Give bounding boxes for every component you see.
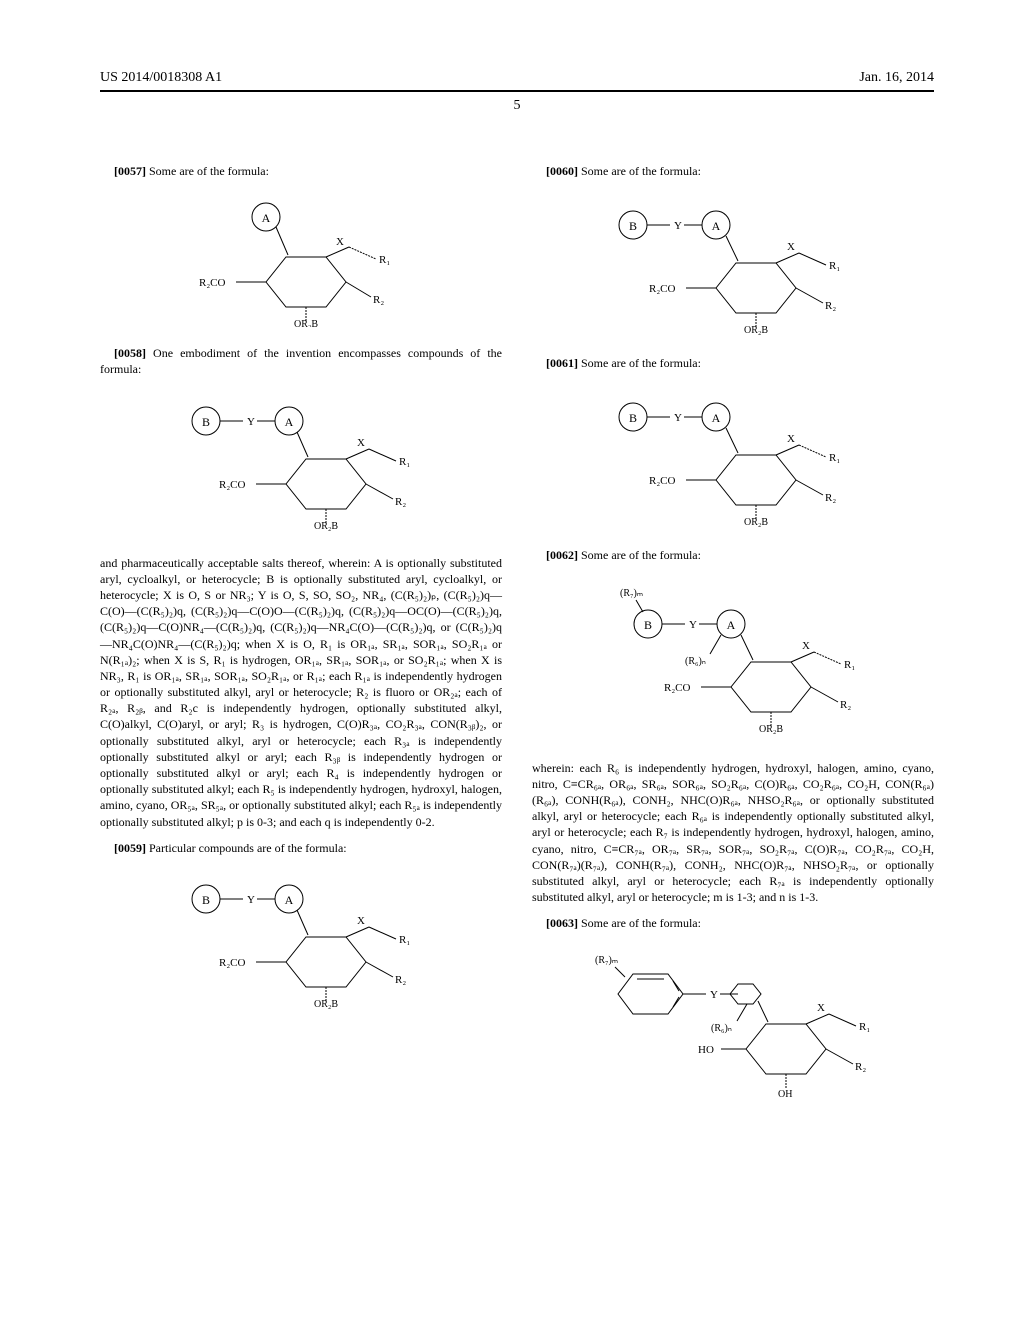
svg-text:B: B bbox=[629, 411, 637, 425]
svg-text:R₂CO: R₂CO bbox=[649, 283, 676, 295]
svg-text:OR₂B: OR₂B bbox=[294, 319, 318, 327]
svg-text:R₂CO: R₂CO bbox=[649, 475, 676, 487]
svg-text:(R₇)ₘ: (R₇)ₘ bbox=[595, 955, 618, 966]
para-num-58: [0058] bbox=[114, 346, 146, 360]
formula-61: B Y A X R₁ R₂ R₂CO O bbox=[532, 389, 934, 529]
svg-text:R₂CO: R₂CO bbox=[219, 957, 246, 969]
svg-text:(R₆)ₙ: (R₆)ₙ bbox=[711, 1023, 732, 1034]
left-column: [0057] Some are of the formula: A X R₁ R… bbox=[100, 159, 502, 1117]
svg-text:A: A bbox=[285, 415, 294, 429]
para-text-59: Particular compounds are of the formula: bbox=[149, 841, 347, 855]
para-text-61: Some are of the formula: bbox=[581, 356, 701, 370]
svg-text:A: A bbox=[712, 219, 721, 233]
para-num-57: [0057] bbox=[114, 164, 146, 178]
svg-text:R₁: R₁ bbox=[829, 260, 840, 272]
paragraph-58-intro: [0058] One embodiment of the invention e… bbox=[100, 345, 502, 377]
para-text-60: Some are of the formula: bbox=[581, 164, 701, 178]
svg-text:R₂: R₂ bbox=[840, 699, 851, 711]
formula-57: A X R₁ R₂ R₂CO OR₂B bbox=[100, 197, 502, 327]
paragraph-57: [0057] Some are of the formula: bbox=[100, 163, 502, 179]
svg-text:Y: Y bbox=[710, 989, 718, 1001]
svg-text:R₁: R₁ bbox=[844, 659, 855, 671]
svg-text:B: B bbox=[202, 893, 210, 907]
svg-text:R₂CO: R₂CO bbox=[664, 682, 691, 694]
page-header: US 2014/0018308 A1 Jan. 16, 2014 bbox=[100, 70, 934, 92]
svg-text:B: B bbox=[629, 219, 637, 233]
svg-text:R₂: R₂ bbox=[825, 492, 836, 504]
para-num-59: [0059] bbox=[114, 841, 146, 855]
formula-63: (R₇)ₘ Y (R₆)ₙ X R bbox=[532, 949, 934, 1099]
svg-text:R₁: R₁ bbox=[399, 456, 410, 468]
patent-id: US 2014/0018308 A1 bbox=[100, 70, 222, 86]
svg-text:OR₂B: OR₂B bbox=[744, 517, 768, 528]
svg-text:Y: Y bbox=[674, 220, 682, 232]
svg-text:X: X bbox=[357, 437, 365, 449]
svg-text:R₂: R₂ bbox=[373, 294, 384, 306]
svg-text:Y: Y bbox=[689, 619, 697, 631]
svg-text:R₁: R₁ bbox=[399, 934, 410, 946]
formula-59: B Y A X R₁ R₂ R₂CO O bbox=[100, 874, 502, 1009]
svg-text:OR₂B: OR₂B bbox=[314, 999, 338, 1009]
svg-text:X: X bbox=[336, 236, 344, 248]
para-num-62: [0062] bbox=[546, 548, 578, 562]
para-num-63: [0063] bbox=[546, 916, 578, 930]
svg-text:X: X bbox=[787, 241, 795, 253]
svg-text:Y: Y bbox=[247, 416, 255, 428]
svg-text:OR₂B: OR₂B bbox=[759, 724, 783, 735]
svg-text:OR₂B: OR₂B bbox=[744, 325, 768, 336]
svg-text:R₂: R₂ bbox=[855, 1061, 866, 1073]
svg-text:X: X bbox=[787, 433, 795, 445]
svg-text:OH: OH bbox=[778, 1089, 792, 1099]
svg-text:R₂CO: R₂CO bbox=[219, 479, 246, 491]
svg-text:(R₆)ₙ: (R₆)ₙ bbox=[685, 656, 706, 667]
svg-text:R₂: R₂ bbox=[395, 974, 406, 986]
paragraph-63: [0063] Some are of the formula: bbox=[532, 915, 934, 931]
svg-text:A: A bbox=[712, 411, 721, 425]
two-column-layout: [0057] Some are of the formula: A X R₁ R… bbox=[100, 159, 934, 1117]
page-number: 5 bbox=[100, 98, 934, 114]
para-text-57: Some are of the formula: bbox=[149, 164, 269, 178]
svg-text:R₂CO: R₂CO bbox=[199, 277, 226, 289]
svg-text:R₂: R₂ bbox=[395, 496, 406, 508]
para-text-62: Some are of the formula: bbox=[581, 548, 701, 562]
svg-text:X: X bbox=[802, 640, 810, 652]
svg-text:B: B bbox=[202, 415, 210, 429]
svg-text:R₁: R₁ bbox=[829, 452, 840, 464]
paragraph-60: [0060] Some are of the formula: bbox=[532, 163, 934, 179]
svg-text:X: X bbox=[817, 1002, 825, 1014]
para-num-60: [0060] bbox=[546, 164, 578, 178]
svg-text:Y: Y bbox=[247, 894, 255, 906]
svg-text:R₁: R₁ bbox=[379, 254, 390, 266]
formula-58: B Y A X R₁ R₂ R₂CO O bbox=[100, 396, 502, 531]
svg-text:X: X bbox=[357, 915, 365, 927]
patent-date: Jan. 16, 2014 bbox=[859, 70, 934, 86]
paragraph-58-body: and pharmaceutically acceptable salts th… bbox=[100, 555, 502, 830]
para-text-63: Some are of the formula: bbox=[581, 916, 701, 930]
svg-text:Y: Y bbox=[674, 412, 682, 424]
svg-text:B: B bbox=[644, 618, 652, 632]
paragraph-62: [0062] Some are of the formula: bbox=[532, 547, 934, 563]
para-text-58: One embodiment of the invention encompas… bbox=[100, 346, 502, 376]
svg-text:R₁: R₁ bbox=[859, 1021, 870, 1033]
svg-text:A: A bbox=[262, 211, 271, 225]
svg-text:HO: HO bbox=[698, 1044, 714, 1056]
formula-60: B Y A X R₁ R₂ R₂CO O bbox=[532, 197, 934, 337]
right-column: [0060] Some are of the formula: B Y A X bbox=[532, 159, 934, 1117]
paragraph-59: [0059] Particular compounds are of the f… bbox=[100, 840, 502, 856]
svg-text:(R₇)ₘ: (R₇)ₘ bbox=[620, 588, 643, 599]
para-num-61: [0061] bbox=[546, 356, 578, 370]
svg-text:OR₂B: OR₂B bbox=[314, 521, 338, 531]
svg-text:R₂: R₂ bbox=[825, 300, 836, 312]
paragraph-62-body: wherein: each R₆ is independently hydrog… bbox=[532, 760, 934, 906]
paragraph-61: [0061] Some are of the formula: bbox=[532, 355, 934, 371]
svg-text:A: A bbox=[727, 618, 736, 632]
svg-text:A: A bbox=[285, 893, 294, 907]
formula-62: (R₇)ₘ B Y A (R₆)ₙ X R₁ bbox=[532, 582, 934, 742]
